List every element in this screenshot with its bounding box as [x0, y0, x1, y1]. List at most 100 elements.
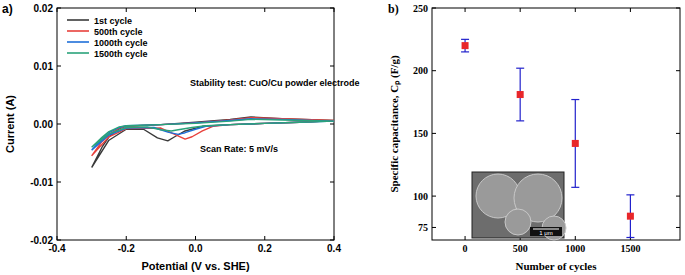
x-tick [195, 8, 196, 12]
y-tick-label: -0.02 [30, 235, 53, 246]
y-tick [330, 124, 334, 125]
data-point [517, 91, 524, 98]
x-tick [575, 8, 576, 12]
y-tick [57, 240, 61, 241]
legend-swatch [67, 19, 89, 21]
legend-swatch [67, 30, 89, 32]
x-tick-label: 1000 [565, 243, 585, 254]
x-tick [465, 8, 466, 12]
legend-label: 1st cycle [94, 16, 132, 26]
error-cap [571, 187, 579, 188]
y-tick-label: 0.02 [34, 3, 54, 14]
x-tick [126, 8, 127, 12]
inset-frame [472, 172, 564, 238]
error-cap [626, 194, 634, 195]
annotation: Stability test: CuO/Cu powder electrode [190, 78, 360, 88]
scale-bar-label: 1 μm [539, 230, 552, 236]
y-tick [676, 227, 680, 228]
y-tick [330, 182, 334, 183]
y-tick [330, 240, 334, 241]
error-cap [516, 120, 524, 121]
y-axis-label: Current (A) [4, 95, 16, 153]
y-tick-label: 75 [418, 222, 428, 233]
y-tick [432, 196, 436, 197]
x-axis-label: Number of cycles [515, 260, 597, 272]
y-tick-label: 250 [413, 3, 428, 14]
x-tick [57, 8, 58, 12]
y-tick [57, 124, 61, 125]
y-tick [432, 133, 436, 134]
data-point [627, 213, 634, 220]
x-tick-label: 0.0 [189, 243, 203, 254]
cv-curve [92, 117, 334, 167]
x-tick [57, 236, 58, 240]
y-tick [330, 66, 334, 67]
legend: 1st cycle500th cycle1000th cycle1500th c… [67, 16, 148, 59]
x-tick [465, 236, 466, 240]
y-tick [676, 196, 680, 197]
legend-label: 500th cycle [94, 27, 143, 37]
y-tick [57, 8, 61, 9]
x-tick-label: -0.2 [118, 243, 136, 254]
y-tick-label: 0.00 [34, 119, 54, 130]
plot-area [92, 117, 334, 167]
x-axis-label: Potential (V vs. SHE) [141, 260, 250, 272]
panel-label: a) [2, 2, 13, 16]
y-tick [57, 66, 61, 67]
x-tick-label: 1500 [620, 243, 640, 254]
y-tick-label: 150 [413, 128, 428, 139]
plot-area [461, 39, 634, 237]
y-tick [57, 182, 61, 183]
y-tick [676, 70, 680, 71]
x-tick-label: 0 [463, 243, 468, 254]
annotation: Scan Rate: 5 mV/s [200, 144, 278, 154]
x-tick-label: 500 [513, 243, 528, 254]
error-cap [626, 237, 634, 238]
error-cap [571, 99, 579, 100]
plot-frame [432, 8, 680, 240]
error-bar [516, 68, 524, 121]
x-tick [334, 236, 335, 240]
plot-frame [57, 8, 334, 240]
x-tick [575, 236, 576, 240]
legend-swatch [67, 52, 89, 54]
y-tick-label: 100 [413, 191, 428, 202]
error-cap [461, 51, 469, 52]
scale-bar-box [530, 227, 562, 236]
y-tick [432, 227, 436, 228]
error-cap [461, 39, 469, 40]
error-bar [571, 100, 579, 188]
data-point [462, 42, 469, 49]
sem-inset: 1 μm [472, 172, 566, 240]
legend-swatch [67, 41, 89, 43]
y-axis-label: Specific capacitance, Cₚ (F/g) [388, 55, 401, 193]
x-tick [195, 236, 196, 240]
y-tick [676, 8, 680, 9]
data-point [572, 140, 579, 147]
x-tick [630, 8, 631, 12]
y-tick [676, 133, 680, 134]
inset-particle [505, 209, 531, 235]
figure: -0.4-0.20.00.20.4-0.02-0.010.000.010.02P… [0, 0, 685, 275]
panel-label: b) [388, 2, 399, 16]
error-bar [461, 39, 469, 52]
y-tick [432, 70, 436, 71]
cv-curve [92, 118, 334, 156]
error-cap [516, 68, 524, 69]
x-tick [264, 8, 265, 12]
canvas: -0.4-0.20.00.20.4-0.02-0.010.000.010.02P… [0, 0, 685, 275]
y-tick-label: 200 [413, 65, 428, 76]
error-bar [626, 195, 634, 238]
x-tick [126, 236, 127, 240]
x-tick [334, 8, 335, 12]
legend-label: 1000th cycle [94, 38, 148, 48]
y-tick-label: -0.01 [30, 177, 53, 188]
y-tick [330, 8, 334, 9]
y-tick [432, 8, 436, 9]
x-tick [520, 8, 521, 12]
y-tick-label: 0.01 [34, 61, 54, 72]
legend-label: 1500th cycle [94, 49, 148, 59]
x-tick-label: 0.4 [327, 243, 341, 254]
x-tick-label: 0.2 [258, 243, 272, 254]
x-tick [264, 236, 265, 240]
